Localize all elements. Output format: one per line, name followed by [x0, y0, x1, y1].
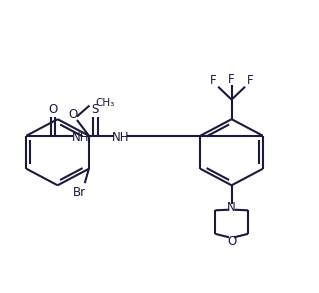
Text: NH: NH: [71, 131, 89, 144]
Text: F: F: [210, 74, 217, 87]
Text: O: O: [48, 103, 58, 116]
Text: N: N: [227, 201, 236, 214]
Text: Br: Br: [73, 186, 86, 199]
Text: NH: NH: [112, 131, 130, 144]
Text: O: O: [68, 108, 78, 121]
Text: CH₃: CH₃: [95, 98, 115, 108]
Text: O: O: [227, 235, 236, 248]
Text: S: S: [92, 103, 99, 116]
Text: F: F: [247, 74, 253, 87]
Text: F: F: [228, 73, 235, 86]
